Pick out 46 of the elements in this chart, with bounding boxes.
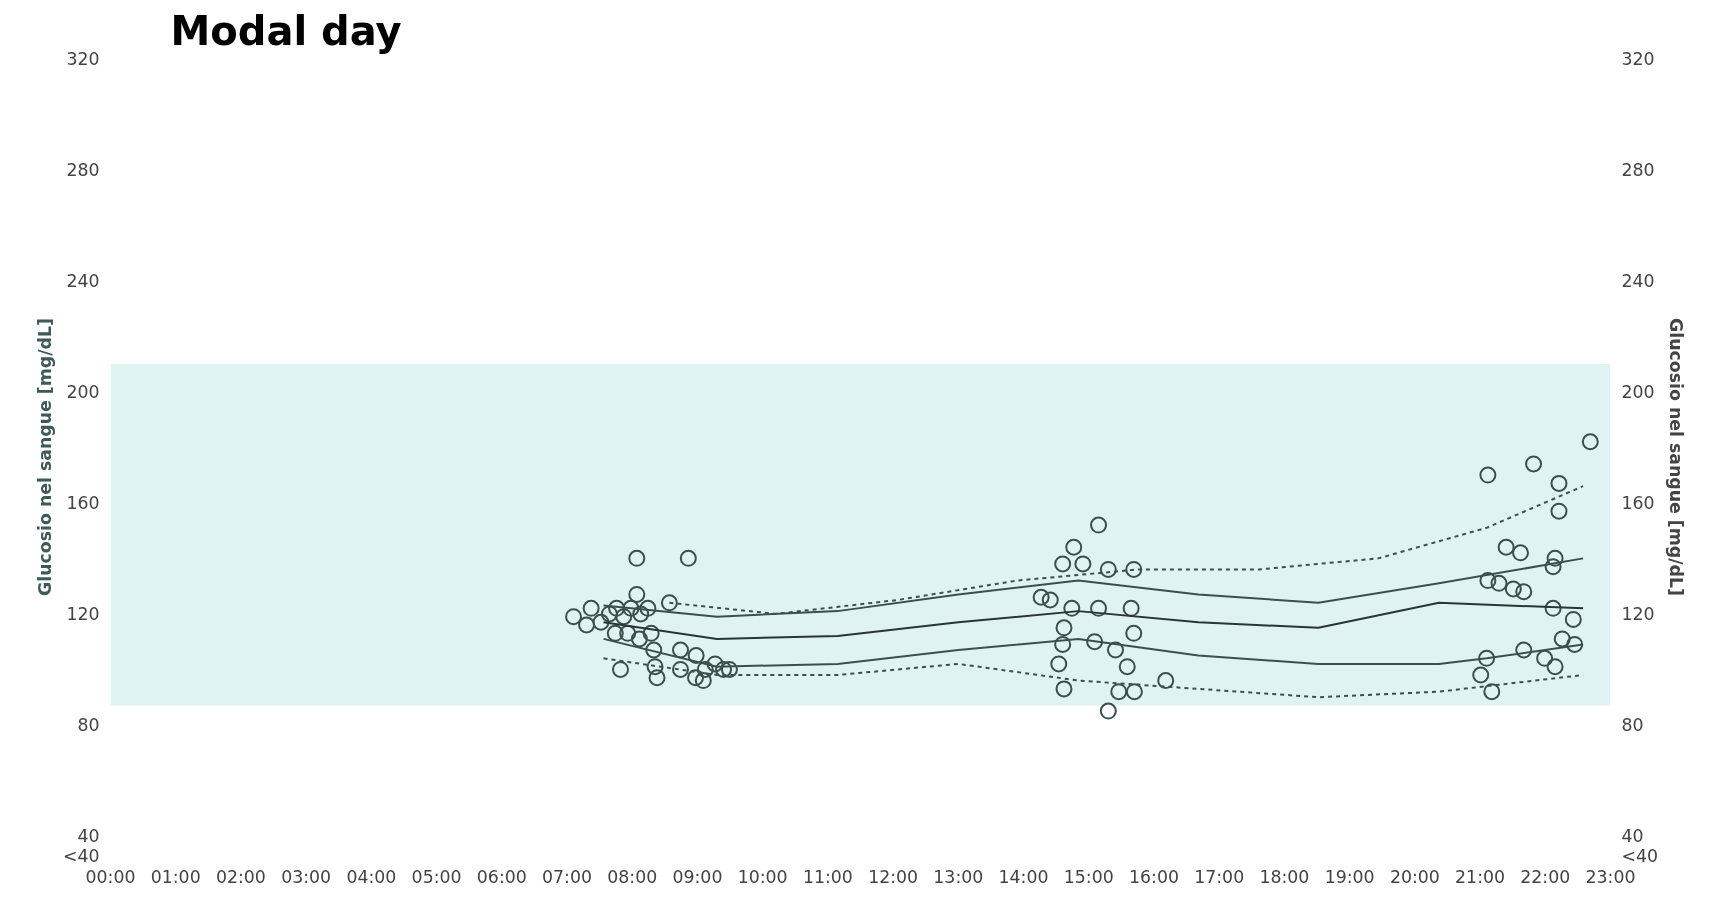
y-tick-label: 80	[77, 714, 100, 735]
x-tick-label: 07:00	[542, 866, 592, 887]
x-tick-label: 14:00	[998, 866, 1049, 887]
y-tick-label: 320	[66, 48, 100, 69]
x-tick-label: 20:00	[1389, 866, 1440, 887]
x-tick-label: 12:00	[868, 866, 919, 887]
x-tick-label: 09:00	[672, 866, 723, 887]
chart-title: Modal day	[170, 7, 402, 54]
y-tick-label: 160	[66, 492, 100, 513]
x-tick-label: 10:00	[737, 866, 788, 887]
y-tick-label: <40	[62, 845, 100, 866]
x-tick-label: 23:00	[1585, 866, 1636, 887]
x-tick-label: 19:00	[1324, 866, 1375, 887]
x-tick-label: 06:00	[476, 866, 527, 887]
x-tick-label: 13:00	[933, 866, 984, 887]
line-series	[602, 601, 1585, 640]
y-axis-title: Glucosio nel sangue [mg/dL]	[34, 318, 55, 596]
x-tick-label: 08:00	[607, 866, 658, 887]
x-tick-label: 11:00	[802, 866, 853, 887]
x-tick-label: 01:00	[150, 866, 201, 887]
y2-tick-label: 200	[1621, 381, 1655, 402]
x-tick-label: 15:00	[1063, 866, 1114, 887]
x-tick-label: 00:00	[85, 866, 136, 887]
y2-tick-label: 80	[1621, 714, 1644, 735]
x-tick-label: 04:00	[346, 866, 397, 887]
x-tick-label: 05:00	[411, 866, 462, 887]
y2-axis-title: Glucosio nel sangue [mg/dL]	[1666, 318, 1687, 596]
y-tick-label: 200	[66, 381, 100, 402]
y-tick-label: 280	[66, 159, 100, 180]
y-tick-label: 120	[66, 603, 100, 624]
x-tick-label: 22:00	[1520, 866, 1571, 887]
y2-tick-label: 280	[1621, 159, 1655, 180]
y2-tick-label: 320	[1621, 48, 1655, 69]
y2-tick-label: 240	[1621, 270, 1655, 291]
x-tick-label: 18:00	[1259, 866, 1310, 887]
y2-tick-label: 120	[1621, 603, 1655, 624]
x-tick-label: 21:00	[1455, 866, 1506, 887]
x-tick-label: 02:00	[215, 866, 266, 887]
y2-tick-label: 40	[1621, 826, 1644, 847]
y-tick-label: 240	[66, 270, 100, 291]
x-tick-label: 03:00	[281, 866, 332, 887]
y-tick-label: 40	[77, 826, 100, 847]
x-tick-label: 16:00	[1129, 866, 1179, 887]
x-tick-label: 17:00	[1194, 866, 1245, 887]
y2-tick-label: <40	[1621, 845, 1659, 866]
y2-tick-label: 160	[1621, 492, 1655, 513]
